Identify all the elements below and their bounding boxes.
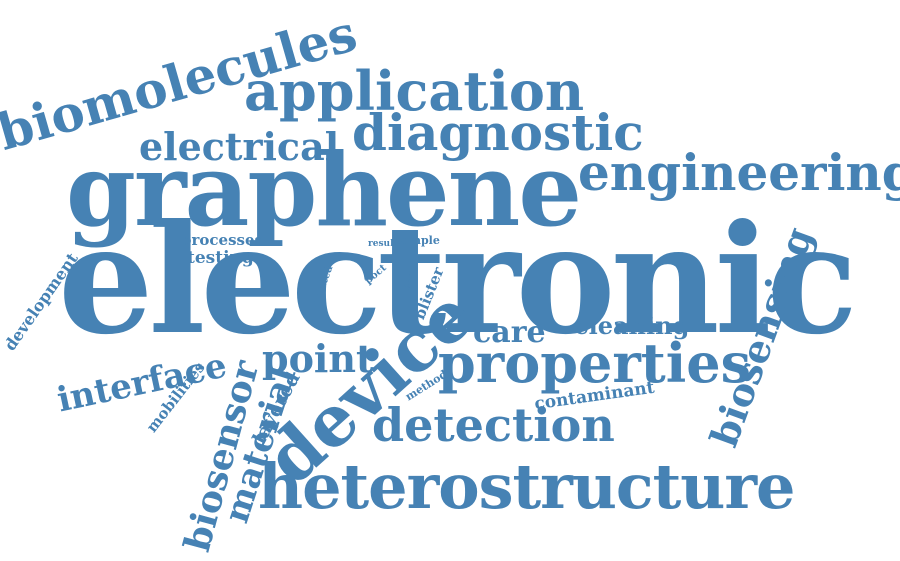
word-engineering: engineering <box>578 143 900 202</box>
word-point: point <box>262 336 374 381</box>
word-processes: processes <box>181 231 263 249</box>
word-testing: testing <box>187 248 254 268</box>
word-sample: sample <box>396 234 440 247</box>
word-detection: detection <box>372 398 615 452</box>
word-electronic: electronic <box>58 192 858 368</box>
word-electrical: electrical <box>139 124 340 169</box>
word-diagnostic: diagnostic <box>352 103 644 162</box>
word-graphene: graphene <box>66 131 582 249</box>
word-result: result <box>368 239 398 249</box>
word-properties: properties <box>438 331 752 395</box>
word-care: care <box>473 315 546 350</box>
word-heterostructure: heterostructure <box>258 450 795 523</box>
word-application: application <box>244 59 585 123</box>
word-cleaning: cleaning <box>574 311 690 340</box>
